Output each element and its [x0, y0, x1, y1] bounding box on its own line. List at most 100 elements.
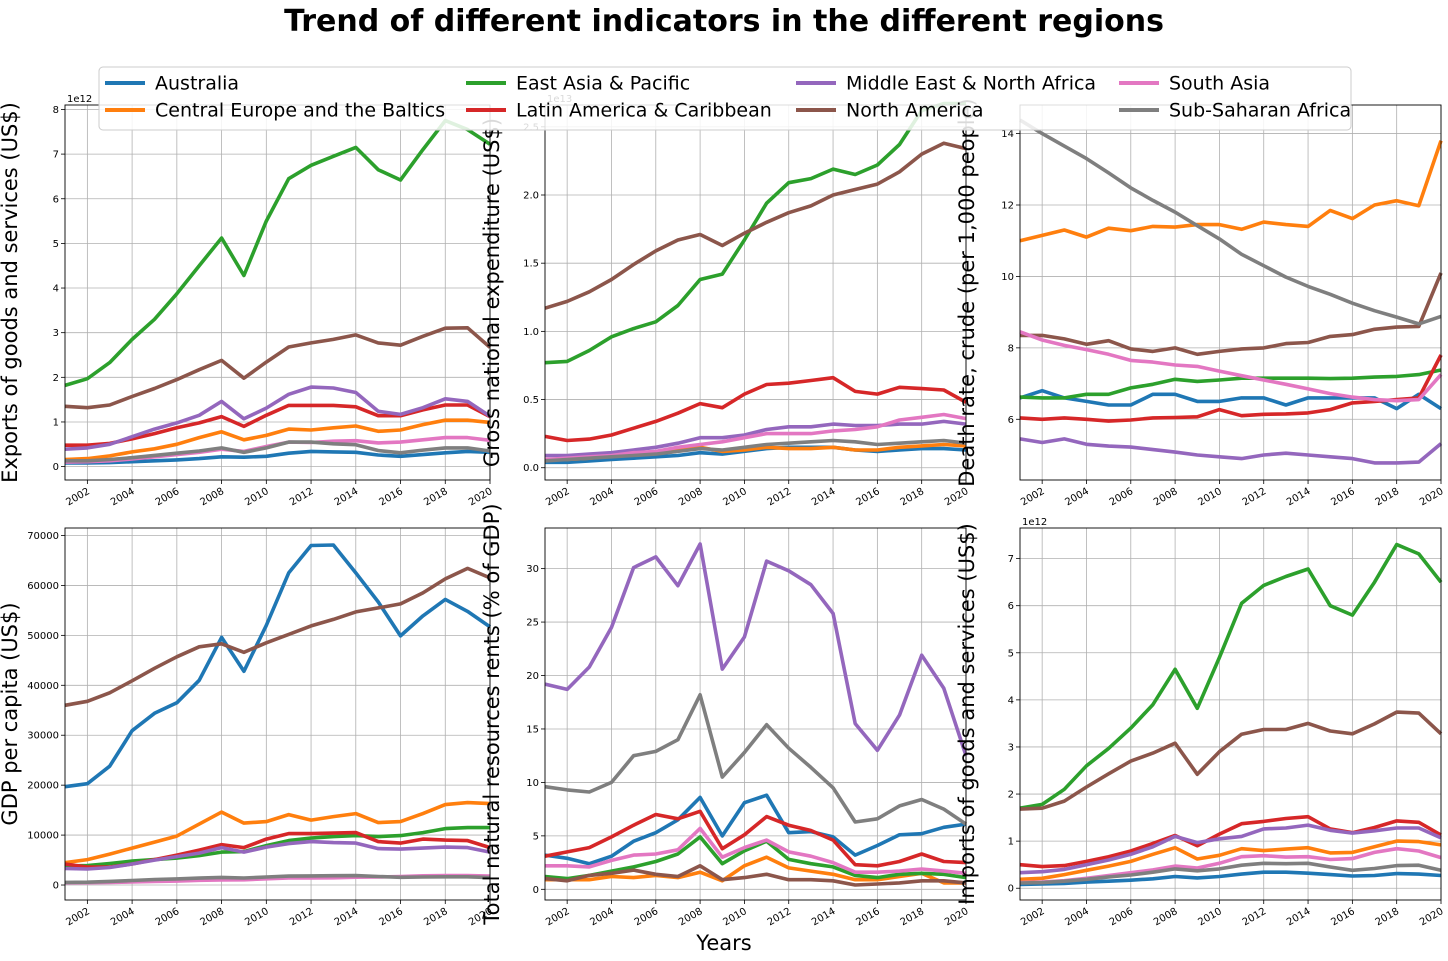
y-tick-label: 7: [1008, 554, 1014, 565]
y-tick-label: 0: [533, 885, 539, 896]
y-tick-label: 30000: [27, 731, 59, 742]
y-tick-label: 1: [1008, 837, 1014, 848]
series-line-middle-east-north-africa: [544, 542, 968, 757]
y-tick-label: 30: [526, 564, 539, 575]
series-line-south-asia: [1019, 330, 1443, 403]
x-tick-label: 2012: [288, 486, 316, 508]
y-tick-label: 20: [526, 671, 539, 682]
series-line-central-europe-and-the-baltics: [545, 855, 966, 885]
y-axis-label: Death rate, crude (per 1,000 people): [955, 98, 979, 487]
y-tick-label: 0.5: [523, 395, 539, 406]
y-axis-label: Gross national expenditure (US$): [480, 118, 504, 467]
y-tick-label: 25: [526, 618, 539, 629]
legend-label: Middle East & North Africa: [846, 73, 1096, 95]
y-tick-label: 0.0: [523, 463, 539, 474]
series-line-north-america: [1020, 272, 1443, 357]
x-tick-label: 2012: [766, 906, 794, 928]
y-tick-label: 1: [53, 417, 59, 428]
x-tick-label: 2010: [1196, 486, 1224, 508]
x-tick-label: 2008: [1152, 906, 1180, 928]
y-tick-label: 1.5: [523, 259, 539, 270]
x-tick-label: 2018: [899, 486, 927, 508]
x-tick-label: 2006: [1108, 486, 1136, 508]
y-tick-label: 10: [1001, 272, 1014, 283]
x-tick-label: 2016: [854, 906, 882, 928]
x-tick-label: 2012: [1241, 906, 1269, 928]
series-line-north-america: [544, 863, 967, 887]
x-tick-label: 2014: [1285, 486, 1313, 508]
y-tick-label: 2: [53, 373, 59, 384]
subplot-6: 0 1 2 3 4 5 6 7 2002 2004 2006 2008 2010 2012 2014 2016…: [955, 517, 1446, 928]
axes-frame: [1019, 104, 1442, 481]
x-tick-label: 2008: [199, 486, 227, 508]
y-tick-label: 5: [1008, 648, 1014, 659]
axis-offset-text: 1e12: [67, 94, 92, 105]
x-axis-label: Years: [695, 931, 751, 955]
y-tick-label: 8: [1008, 343, 1014, 354]
y-axis-label: Exports of goods and services (US$): [0, 102, 22, 483]
x-tick-label: 2018: [899, 906, 927, 928]
y-tick-label: 40000: [27, 681, 59, 692]
y-tick-label: 10: [526, 778, 539, 789]
y-tick-label: 2.0: [523, 191, 539, 202]
series-line-middle-east-north-africa: [64, 385, 491, 451]
series-line-sub-saharan-africa: [544, 692, 968, 826]
x-tick-label: 2020: [1418, 486, 1446, 508]
chart-title: Trend of different indicators in the dif…: [284, 4, 1164, 39]
x-tick-label: 2002: [544, 486, 572, 508]
subplot-2: 0.00.51.01.52.02.52002200420062008201020…: [480, 94, 971, 508]
series-line-australia: [544, 793, 967, 866]
series-line-australia: [64, 543, 492, 789]
x-tick-label: 2016: [854, 486, 882, 508]
series-line-latin-america-caribbean: [65, 403, 491, 448]
legend-item-sub-saharan-africa: Sub-Saharan Africa: [1119, 100, 1351, 122]
series-line-latin-america-caribbean: [544, 809, 967, 868]
y-tick-label: 2: [1008, 790, 1014, 801]
series-line-latin-america-caribbean: [1019, 354, 1443, 423]
x-tick-label: 2020: [943, 906, 971, 928]
x-tick-label: 2008: [677, 906, 705, 928]
series-line-australia: [65, 449, 491, 465]
series-line-middle-east-north-africa: [545, 419, 967, 458]
series-line-sub-saharan-africa: [1019, 118, 1442, 326]
y-tick-label: 7: [53, 150, 59, 161]
x-tick-label: 2018: [1374, 906, 1402, 928]
y-tick-label: 5: [53, 239, 59, 250]
y-tick-label: 4: [53, 284, 59, 295]
y-tick-label: 0: [53, 881, 59, 892]
legend-box: [98, 66, 1352, 131]
series-line-east-asia-pacific: [544, 835, 967, 881]
x-tick-label: 2012: [766, 486, 794, 508]
series-line-east-asia-pacific: [1019, 368, 1442, 400]
y-tick-label: 10000: [27, 831, 59, 842]
x-tick-label: 2016: [1329, 486, 1357, 508]
x-tick-label: 2002: [1019, 906, 1047, 928]
subplot-5: 0 5 10 15 20 25 30 2002 2004 2006 2008 2010 2012 2014…: [480, 503, 971, 928]
y-tick-label: 50000: [27, 631, 59, 642]
legend-item-middle-east-north-africa: Middle East & North Africa: [796, 73, 1096, 95]
x-tick-label: 2006: [633, 486, 661, 508]
series-line-north-america: [544, 141, 967, 310]
series-line-north-america: [64, 566, 491, 708]
y-tick-label: 15: [526, 724, 539, 735]
series-line-australia: [1019, 870, 1442, 887]
y-tick-label: 6: [1008, 415, 1014, 426]
x-tick-label: 2006: [633, 906, 661, 928]
series-line-north-america: [1019, 710, 1443, 811]
y-tick-label: 20000: [27, 781, 59, 792]
legend-item-north-america: North America: [796, 100, 984, 122]
series-line-middle-east-north-africa: [1019, 823, 1442, 875]
x-tick-label: 2010: [1196, 906, 1224, 928]
y-tick-label: 4: [1008, 695, 1014, 706]
y-tick-label: 70000: [27, 531, 59, 542]
subplot-1: 0 1 2 3 4 5 6 7 8 2002 2004 2006 2008 2010 2012 2014 201…: [0, 94, 495, 508]
series-line-sub-saharan-africa: [64, 873, 491, 885]
y-axis-label: Imports of goods and services (US$): [955, 523, 979, 905]
x-tick-label: 2010: [721, 486, 749, 508]
legend: Australia Central Europe and the Baltics E…: [98, 66, 1352, 131]
series-line-sub-saharan-africa: [544, 438, 967, 463]
x-tick-label: 2014: [1285, 906, 1313, 928]
x-tick-label: 2006: [154, 906, 182, 928]
